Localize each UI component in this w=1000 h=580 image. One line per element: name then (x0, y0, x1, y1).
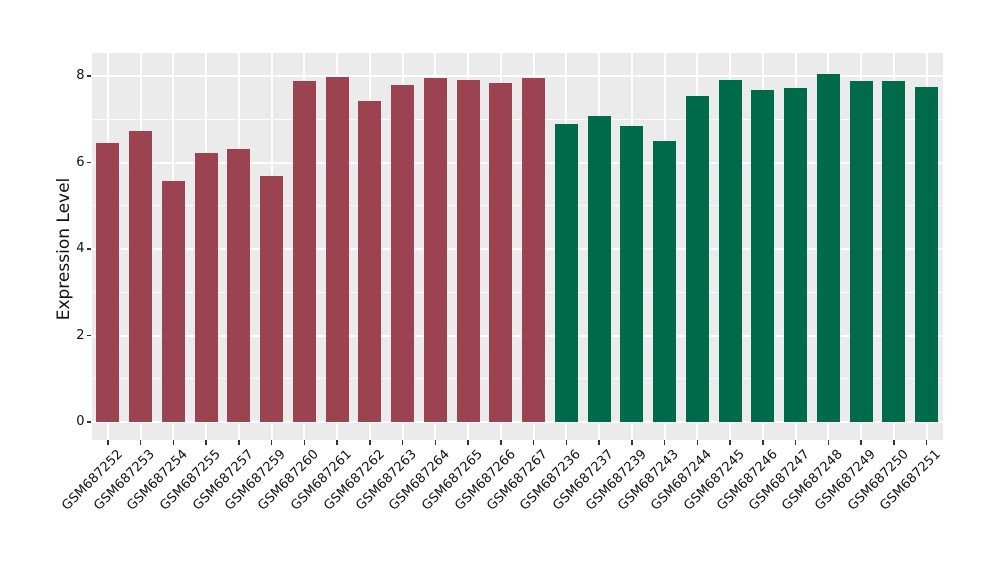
x-tick-mark-GSM687243 (663, 440, 666, 445)
y-tick-label-2: 2 (76, 327, 85, 343)
x-tick-mark-GSM687263 (401, 440, 404, 445)
bar-GSM687261 (325, 77, 349, 422)
bar-GSM687245 (718, 80, 742, 422)
x-tick-mark-GSM687248 (827, 440, 830, 445)
bar-GSM687248 (816, 74, 840, 422)
bar-GSM687247 (784, 87, 808, 422)
x-tick-mark-GSM687244 (696, 440, 699, 445)
gridline-major-y4 (91, 248, 943, 250)
y-tick-mark-8 (86, 75, 91, 77)
x-tick-mark-GSM687236 (565, 440, 568, 445)
y-tick-mark-0 (86, 421, 91, 423)
bar-GSM687244 (685, 96, 709, 422)
bar-GSM687255 (194, 152, 218, 422)
bar-GSM687252 (96, 143, 120, 422)
bar-GSM687260 (292, 81, 316, 422)
y-tick-mark-6 (86, 161, 91, 164)
x-tick-mark-GSM687251 (925, 440, 928, 445)
bar-GSM687262 (358, 100, 382, 422)
x-tick-mark-GSM687237 (598, 440, 600, 445)
x-tick-mark-GSM687239 (631, 440, 633, 445)
gridline-minor-y3 (91, 291, 943, 293)
x-tick-mark-GSM687264 (434, 440, 437, 445)
x-tick-mark-GSM687245 (729, 440, 731, 445)
gridline-minor-y1 (91, 378, 943, 380)
x-tick-mark-GSM687257 (238, 440, 240, 445)
x-tick-mark-GSM687266 (500, 440, 502, 445)
gridline-minor-y5 (91, 205, 943, 207)
bar-GSM687254 (161, 181, 185, 422)
x-tick-mark-GSM687253 (139, 440, 142, 445)
bar-GSM687249 (849, 80, 873, 422)
bar-GSM687263 (391, 84, 415, 422)
y-tick-mark-4 (86, 248, 91, 250)
bar-GSM687257 (227, 149, 251, 422)
bar-GSM687250 (882, 80, 906, 422)
gridline-major-y0 (91, 421, 943, 423)
bar-GSM687259 (260, 175, 284, 422)
bar-GSM687264 (423, 77, 447, 422)
x-tick-mark-GSM687262 (369, 440, 371, 445)
bar-GSM687251 (915, 87, 939, 422)
x-tick-mark-GSM687254 (172, 440, 175, 445)
gridline-minor-y7 (91, 118, 943, 120)
bar-GSM687267 (522, 78, 546, 422)
x-tick-mark-GSM687246 (762, 440, 764, 445)
y-tick-label-4: 4 (76, 241, 85, 256)
x-tick-mark-GSM687250 (893, 440, 895, 445)
bar-GSM687243 (653, 140, 677, 422)
bar-GSM687239 (620, 126, 644, 422)
x-tick-mark-GSM687261 (336, 440, 338, 445)
bar-GSM687253 (129, 131, 153, 422)
y-tick-mark-2 (86, 334, 91, 337)
bar-GSM687237 (587, 116, 611, 422)
x-tick-mark-GSM687249 (860, 440, 862, 445)
x-tick-mark-GSM687267 (532, 440, 535, 445)
gridline-major-y8 (91, 75, 943, 77)
bar-GSM687266 (489, 82, 513, 422)
x-tick-mark-GSM687252 (107, 440, 109, 445)
plot-panel (91, 53, 943, 440)
gridline-major-y2 (91, 334, 943, 337)
y-tick-label-6: 6 (76, 154, 85, 170)
x-tick-mark-GSM687247 (794, 440, 797, 445)
bar-GSM687265 (456, 80, 480, 422)
y-tick-label-0: 0 (76, 414, 85, 429)
x-tick-mark-GSM687259 (270, 440, 273, 445)
bar-GSM687246 (751, 90, 775, 422)
x-tick-mark-GSM687255 (205, 440, 207, 445)
y-tick-label-8: 8 (76, 68, 85, 83)
x-tick-mark-GSM687260 (303, 440, 306, 445)
bar-GSM687236 (554, 124, 578, 422)
gridline-major-y6 (91, 161, 943, 164)
x-tick-mark-GSM687265 (467, 440, 469, 445)
